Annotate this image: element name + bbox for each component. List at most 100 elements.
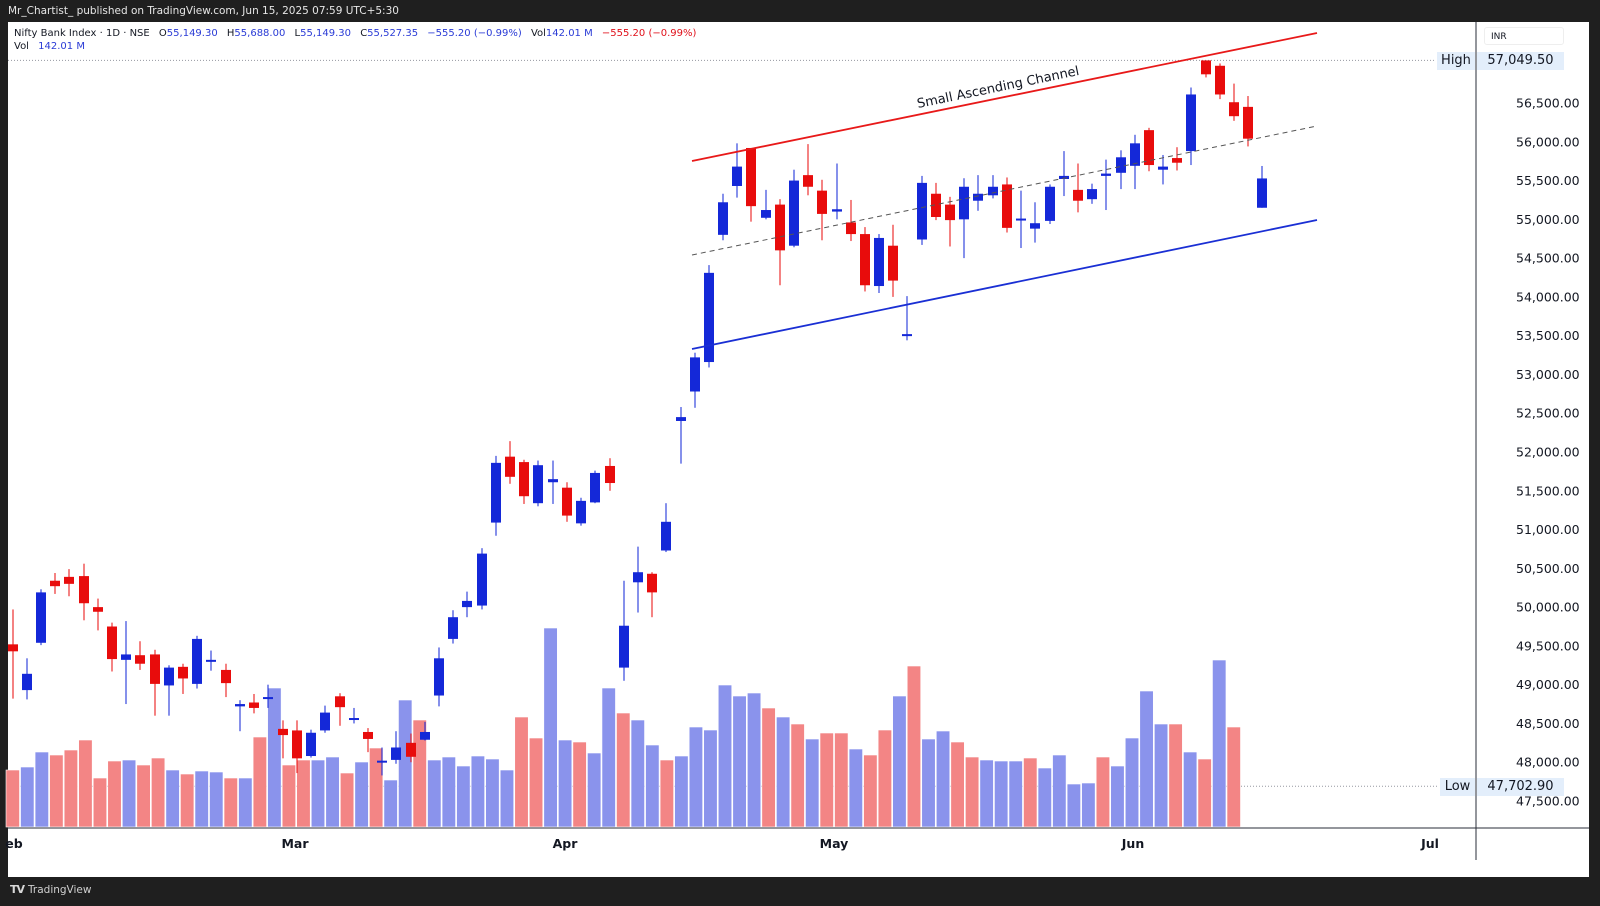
volume-bar	[1095, 756, 1110, 828]
chart-legend: Nifty Bank Index · 1D · NSE O55,149.30 H…	[14, 27, 696, 53]
candle	[1116, 150, 1126, 190]
volume-bar	[485, 758, 500, 828]
volume-bars	[5, 627, 1241, 828]
volume-bar	[470, 755, 485, 828]
candle-body	[150, 654, 160, 684]
candle	[391, 731, 401, 764]
volume-bar	[252, 736, 267, 828]
change-value: −555.20 (−0.99%)	[427, 28, 522, 39]
candle	[150, 649, 160, 716]
y-tick-label: 55,000.00	[1516, 212, 1580, 227]
y-tick-label: 53,500.00	[1516, 328, 1580, 343]
candle	[1002, 177, 1012, 233]
candle-body	[1201, 60, 1211, 75]
volume-bar	[310, 759, 326, 828]
candle-body	[1116, 157, 1126, 173]
candle-body	[661, 521, 671, 551]
candle-body	[676, 417, 686, 421]
candle	[206, 650, 216, 671]
low-tag: Low	[1440, 778, 1475, 796]
volume-indicator-label[interactable]: Vol	[14, 41, 29, 52]
candle	[973, 175, 983, 211]
volume-bar	[717, 684, 733, 828]
candle-body	[1030, 223, 1040, 229]
candle	[221, 663, 231, 698]
candle	[335, 693, 345, 726]
candle-body	[320, 712, 330, 731]
channel-lower-line	[691, 219, 1318, 350]
candle-body	[1186, 94, 1196, 152]
candlesticks	[8, 60, 1267, 776]
volume-bar	[354, 761, 369, 828]
candle	[832, 163, 842, 220]
volume-bar	[1168, 723, 1183, 828]
volume-bar	[209, 771, 224, 828]
volume-bar	[776, 716, 791, 828]
candle	[746, 147, 756, 222]
volume-bar	[979, 759, 994, 828]
volume-bar	[238, 777, 253, 828]
volume-bar	[906, 665, 922, 828]
candle	[93, 598, 103, 631]
candle	[320, 705, 330, 733]
candle	[1257, 165, 1267, 208]
volume-bar	[1037, 767, 1052, 828]
candle-body	[462, 600, 472, 608]
channel-upper-line	[691, 32, 1318, 162]
candle	[292, 720, 302, 774]
candle-body	[22, 673, 32, 691]
volume-bar	[165, 769, 180, 828]
volume-bar	[819, 732, 834, 828]
volume-bar	[1139, 690, 1154, 828]
x-tick-label: Jun	[1121, 836, 1144, 851]
candle-body	[93, 607, 103, 612]
candle	[164, 665, 174, 716]
candle-body	[1172, 158, 1182, 163]
volume-bar	[1066, 783, 1081, 828]
candle-body	[605, 465, 615, 484]
publish-line: Mr_Chartist_ published on TradingView.co…	[8, 5, 399, 17]
candle	[1087, 183, 1097, 204]
volume-bar	[180, 773, 195, 828]
candle-body	[178, 666, 188, 679]
candle-body	[576, 500, 586, 524]
candle-body	[406, 742, 416, 757]
candle-body	[619, 625, 629, 668]
candle-body	[860, 234, 870, 286]
candle-body	[235, 704, 245, 707]
candle	[888, 224, 898, 297]
candle	[647, 572, 657, 618]
candle	[1130, 134, 1140, 190]
candle	[306, 729, 316, 758]
low-value: 55,149.30	[300, 28, 351, 39]
candle-body	[491, 462, 501, 523]
candle-body	[590, 472, 600, 503]
channel-mid-line	[691, 125, 1318, 256]
volume-bar	[49, 754, 64, 828]
candle-body	[690, 357, 700, 392]
y-tick-label: 50,500.00	[1516, 561, 1580, 576]
volume-bar	[659, 759, 674, 828]
candle-body	[1130, 143, 1140, 166]
candle-body	[377, 760, 387, 763]
candle-body	[832, 209, 842, 212]
y-tick-label: 54,000.00	[1516, 289, 1580, 304]
candle-body	[477, 553, 487, 606]
candle-body	[633, 572, 643, 583]
candle-body	[761, 210, 771, 218]
volume-value: 142.01 M	[545, 28, 593, 39]
candle-body	[391, 747, 401, 760]
candle-body	[164, 667, 174, 686]
y-tick-label: 47,500.00	[1516, 794, 1580, 809]
legend-ohlc-row: Nifty Bank Index · 1D · NSE O55,149.30 H…	[14, 28, 697, 39]
volume-bar	[1052, 754, 1067, 828]
symbol-name[interactable]: Nifty Bank Index · 1D · NSE	[14, 28, 150, 39]
candle-body	[647, 573, 657, 593]
currency-button[interactable]: INR	[1484, 27, 1564, 45]
candle	[235, 700, 245, 732]
candle	[690, 352, 700, 408]
candle	[1045, 184, 1055, 224]
candle	[377, 747, 387, 776]
candle	[263, 684, 273, 708]
